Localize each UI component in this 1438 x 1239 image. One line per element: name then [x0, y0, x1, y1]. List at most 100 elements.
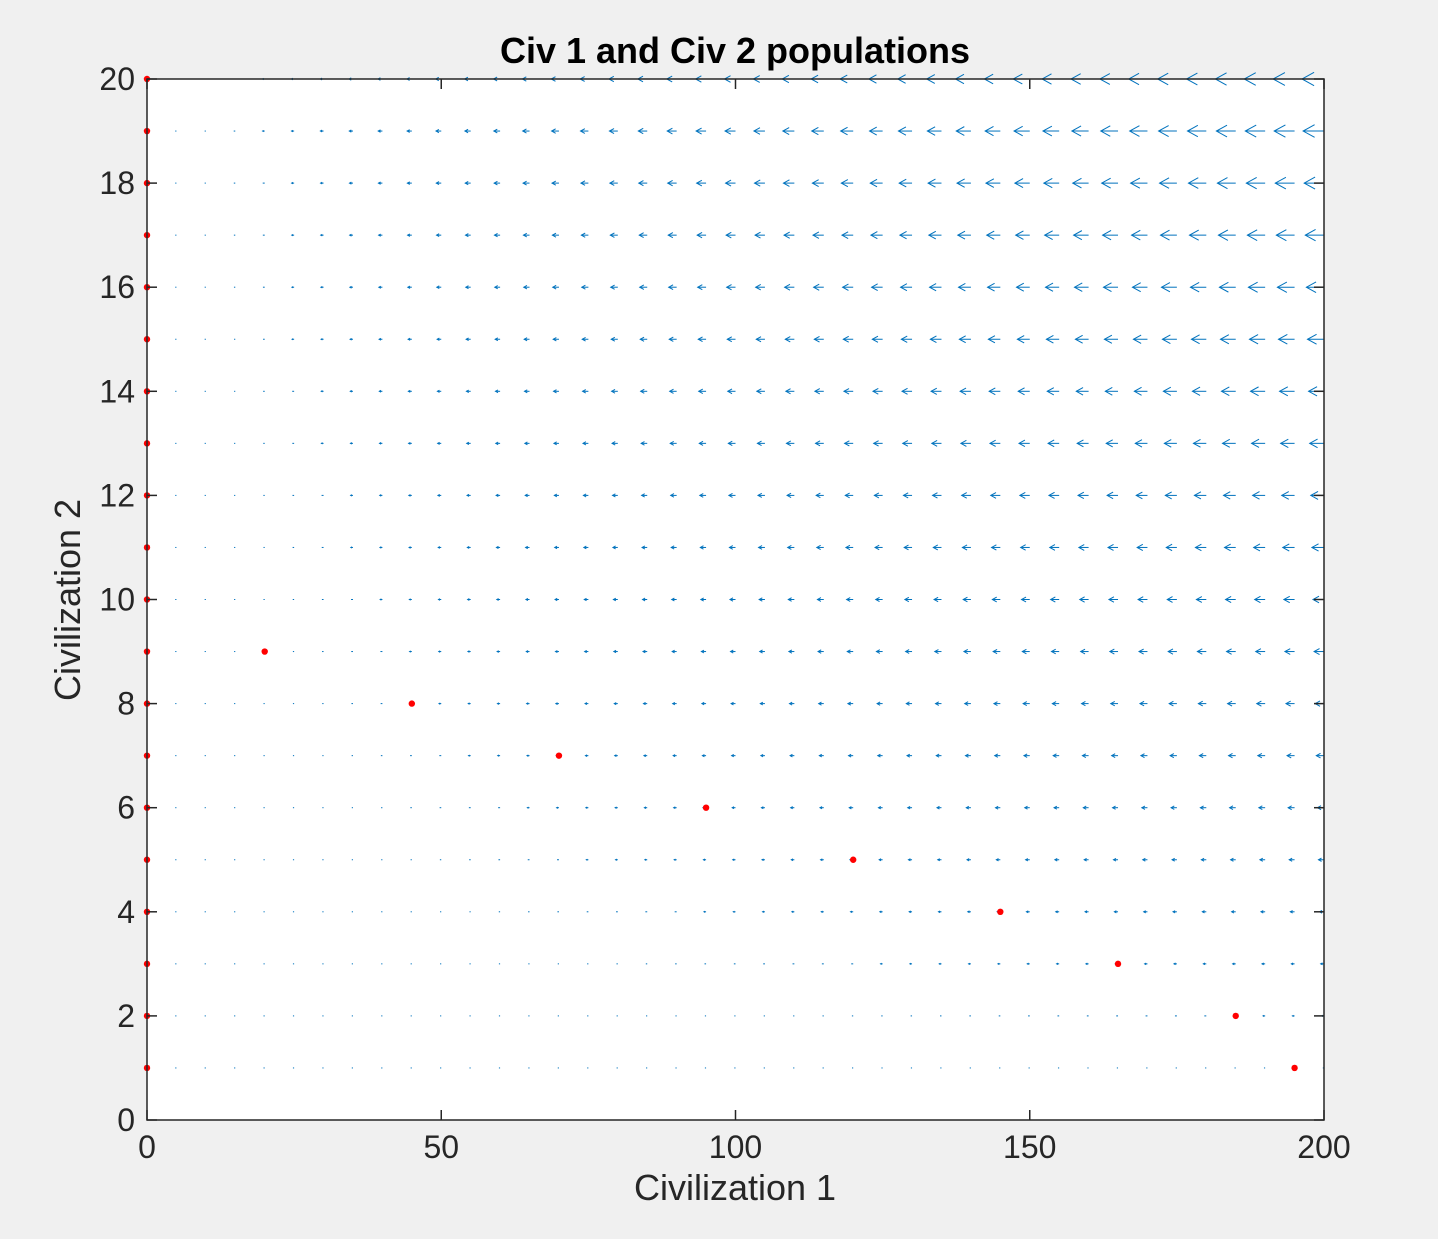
quiver-arrow	[290, 129, 295, 133]
quiver-arrow	[320, 390, 324, 393]
quiver-arrow	[788, 701, 795, 706]
quiver-arrow	[320, 338, 324, 341]
quiver-arrow	[638, 284, 648, 290]
quiver-arrow	[844, 544, 854, 551]
quiver-arrow	[1016, 335, 1030, 344]
quiver-arrow	[1084, 910, 1089, 914]
quiver-arrow	[956, 178, 971, 188]
quiver-arrow	[437, 598, 442, 601]
quiver-arrow	[1105, 439, 1119, 448]
quiver-arrow	[408, 650, 412, 653]
quiver-arrow	[931, 492, 942, 499]
quiver-arrow	[697, 336, 707, 343]
quiver-arrow	[496, 650, 501, 653]
quiver-arrow	[760, 806, 765, 810]
quiver-arrow	[729, 649, 736, 654]
quiver-arrow	[988, 387, 1001, 396]
quiver-arrow	[1166, 596, 1177, 603]
quiver-arrow	[787, 597, 795, 602]
quiver-arrow	[1138, 700, 1148, 707]
quiver-arrow	[319, 181, 324, 185]
quiver-arrow	[1103, 334, 1119, 344]
quiver-arrow	[580, 232, 589, 238]
quiver-arrow	[782, 179, 795, 187]
quiver-arrow	[638, 232, 648, 238]
quiver-arrow	[730, 701, 736, 706]
quiver-arrow	[995, 858, 1001, 862]
quiver-arrow	[525, 754, 530, 757]
quiver-arrow	[869, 231, 883, 240]
quiver-arrow	[965, 805, 971, 810]
quiver-arrow	[1108, 648, 1119, 655]
quiver-arrow	[555, 806, 559, 809]
quiver-arrow	[1101, 230, 1119, 241]
quiver-arrow	[817, 701, 824, 706]
quiver-arrow	[966, 910, 971, 914]
quiver-arrow	[349, 546, 353, 549]
quiver-arrow	[672, 754, 677, 758]
quiver-arrow	[1315, 752, 1324, 759]
quiver-arrow	[1317, 857, 1324, 862]
quiver-arrow	[783, 283, 795, 291]
quiver-arrow	[1255, 700, 1266, 707]
quiver-arrow	[496, 754, 501, 757]
y-tick-label: 20	[99, 61, 135, 97]
quiver-arrow	[1043, 230, 1060, 240]
quiver-arrow	[897, 126, 913, 136]
quiver-arrow	[904, 649, 913, 654]
quiver-arrow	[1291, 1014, 1295, 1017]
quiver-arrow	[435, 285, 442, 289]
quiver-arrow	[1244, 124, 1266, 138]
quiver-arrow	[348, 285, 353, 289]
quiver-arrow	[611, 493, 618, 498]
quiver-arrow	[579, 180, 589, 186]
quiver-arrow	[1170, 805, 1177, 810]
quiver-arrow	[641, 649, 648, 654]
quiver-arrow	[992, 648, 1001, 655]
quiver-arrow	[1026, 962, 1030, 966]
quiver-arrow	[1260, 962, 1266, 966]
x-tick-label: 0	[138, 1129, 156, 1165]
quiver-arrow	[667, 232, 677, 239]
quiver-arrow	[840, 179, 854, 188]
quiver-arrow	[1165, 543, 1177, 552]
quiver-arrow	[755, 388, 765, 395]
quiver-arrow	[787, 649, 795, 654]
quiver-arrow	[1074, 334, 1089, 344]
quiver-arrow	[760, 858, 765, 862]
quiver-arrow	[987, 335, 1001, 344]
quiver-arrow	[523, 441, 530, 446]
y-tick-label: 4	[117, 894, 135, 930]
quiver-arrow	[407, 337, 412, 341]
quiver-arrow	[1194, 543, 1207, 552]
quiver-arrow	[551, 284, 559, 290]
quiver-arrow	[377, 181, 383, 185]
quiver-arrow	[1084, 962, 1089, 966]
quiver-arrow	[962, 596, 971, 603]
quiver-arrow	[1277, 333, 1295, 345]
quiver-arrow	[1286, 752, 1295, 759]
quiver-arrow	[696, 232, 707, 239]
quiver-arrow	[436, 389, 442, 393]
quiver-arrow	[1313, 648, 1324, 655]
quiver-arrow	[1023, 805, 1030, 810]
quiver-arrow	[933, 649, 942, 655]
quiver-arrow	[464, 285, 471, 290]
quiver-arrow	[874, 544, 883, 551]
quiver-arrow	[818, 753, 824, 758]
quiver-arrow	[495, 493, 501, 498]
quiver-arrow	[1106, 491, 1119, 500]
quiver-arrow	[580, 284, 589, 290]
quiver-arrow	[1273, 124, 1295, 138]
quiver-arrow	[1186, 124, 1207, 138]
quiver-arrow	[725, 284, 736, 291]
data-point	[1232, 1012, 1239, 1020]
quiver-arrow	[643, 858, 648, 861]
quiver-arrow	[1167, 648, 1177, 655]
quiver-arrow	[496, 702, 501, 705]
quiver-arrow	[378, 337, 383, 341]
quiver-arrow	[521, 128, 530, 134]
quiver-arrow	[407, 494, 412, 497]
quiver-arrow	[906, 805, 913, 810]
